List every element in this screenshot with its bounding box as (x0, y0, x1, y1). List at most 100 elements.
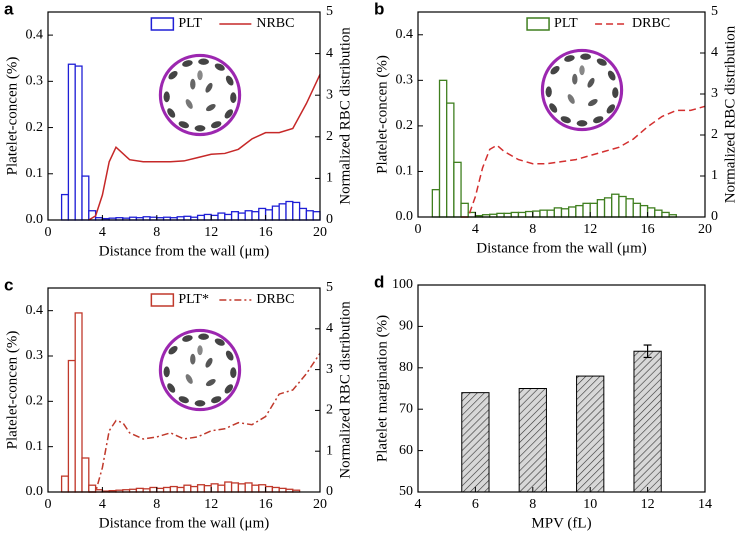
plot-frame (47, 11, 321, 221)
histogram-bar (196, 484, 206, 493)
x-tick-label: 14 (698, 497, 712, 512)
histogram-bar (305, 210, 314, 221)
x-tick-label: 16 (641, 222, 655, 237)
cell-image (158, 53, 242, 137)
x-tick-label: 8 (529, 497, 536, 512)
x-tick-label: 4 (472, 222, 479, 237)
y2-tick-label: 1 (711, 168, 718, 183)
y-tick-label: 50 (399, 484, 413, 499)
x-tick-label: 20 (698, 222, 712, 237)
histogram-bar (210, 214, 219, 221)
y-tick-label: 0.0 (26, 484, 44, 499)
bar (461, 392, 490, 493)
histogram-bar (67, 359, 76, 493)
histogram-bar (661, 211, 670, 218)
histogram-bar (517, 211, 527, 218)
y-tick-label: 60 (399, 443, 413, 458)
histogram-bar (611, 193, 620, 218)
y2-tick-label: 1 (326, 171, 333, 186)
x-tick-label: 4 (99, 225, 106, 240)
x-tick-label: 10 (583, 497, 597, 512)
x-tick-label: 12 (204, 225, 218, 240)
histogram-bar (453, 161, 462, 218)
histogram-bar (618, 195, 627, 218)
histogram-bar (258, 484, 267, 493)
histogram-bar (646, 207, 656, 218)
legend-label: NRBC (256, 16, 294, 31)
y-axis-label: Platelet-concen (%) (4, 57, 20, 176)
cell-image (158, 328, 242, 412)
histogram-bar (60, 475, 70, 493)
histogram-bar (596, 199, 606, 218)
bar (576, 375, 605, 493)
histogram-bar (224, 481, 233, 493)
histogram-bar (632, 202, 642, 218)
plot-frame (47, 287, 321, 493)
histogram-bar (258, 207, 267, 221)
y2-tick-label: 4 (326, 321, 333, 336)
y2-tick-label: 3 (326, 362, 333, 377)
legend-swatch (150, 17, 175, 31)
histogram-bar (217, 212, 226, 221)
x-tick-label: 0 (45, 225, 52, 240)
histogram-bar (431, 189, 441, 218)
histogram-bar (446, 102, 455, 218)
y2-tick-label: 2 (326, 403, 333, 418)
histogram-bar (312, 211, 321, 221)
panel-letter: c (4, 275, 13, 294)
y-tick-label: 0.2 (396, 118, 414, 133)
x-tick-label: 8 (153, 497, 160, 512)
histogram-bar (203, 213, 212, 221)
histogram-bar (244, 482, 253, 493)
histogram-bar (264, 485, 274, 493)
histogram-bar (582, 202, 591, 218)
panel-letter: b (374, 0, 384, 18)
histogram-bar (74, 312, 83, 493)
x-tick-label: 12 (641, 497, 655, 512)
y-axis-label: Platelet-concen (%) (4, 331, 20, 450)
histogram-bar (560, 208, 570, 218)
y-tick-label: 0.1 (26, 166, 44, 181)
histogram-bar (210, 483, 219, 493)
histogram-bar (524, 210, 534, 218)
x-tick-label: 8 (153, 225, 160, 240)
y-tick-label: 70 (399, 401, 413, 416)
legend-label: DRBC (256, 292, 294, 307)
y-tick-label: 0.3 (396, 73, 414, 88)
y-tick-label: 0.0 (26, 212, 44, 227)
bar (633, 350, 662, 493)
y2-tick-label: 0 (326, 212, 333, 227)
histogram-bar (264, 209, 274, 221)
y2-tick-label: 3 (326, 87, 333, 102)
histogram-bar (546, 209, 555, 218)
histogram-bar (149, 486, 158, 493)
histogram-bar (568, 206, 577, 218)
error-bar (643, 344, 652, 359)
histogram-bar (81, 457, 90, 493)
x-axis-label: Distance from the wall (μm) (476, 240, 647, 256)
histogram-bar (532, 210, 541, 218)
histogram-bar (589, 202, 599, 218)
histogram-bar (298, 207, 308, 221)
y2-tick-label: 0 (326, 484, 333, 499)
histogram-bar (67, 63, 76, 221)
cell-image (540, 48, 624, 132)
y-tick-label: 0.4 (26, 303, 44, 318)
plot-frame (417, 11, 706, 218)
histogram-bar (203, 485, 212, 493)
y-tick-label: 100 (392, 277, 413, 292)
histogram-bar (438, 79, 448, 218)
legend-label: PLT* (178, 292, 209, 307)
histogram-bar (654, 209, 663, 218)
histogram-bar (271, 486, 280, 493)
legend-label: PLT (554, 16, 578, 31)
x-axis-label: Distance from the wall (μm) (99, 243, 270, 259)
x-tick-label: 20 (313, 225, 327, 240)
y2-tick-label: 5 (326, 280, 333, 295)
rbc-line (461, 105, 706, 218)
histogram-bar (190, 485, 199, 493)
rbc-line (88, 74, 321, 221)
histogram-bar (251, 211, 260, 221)
histogram-bar (81, 175, 90, 221)
